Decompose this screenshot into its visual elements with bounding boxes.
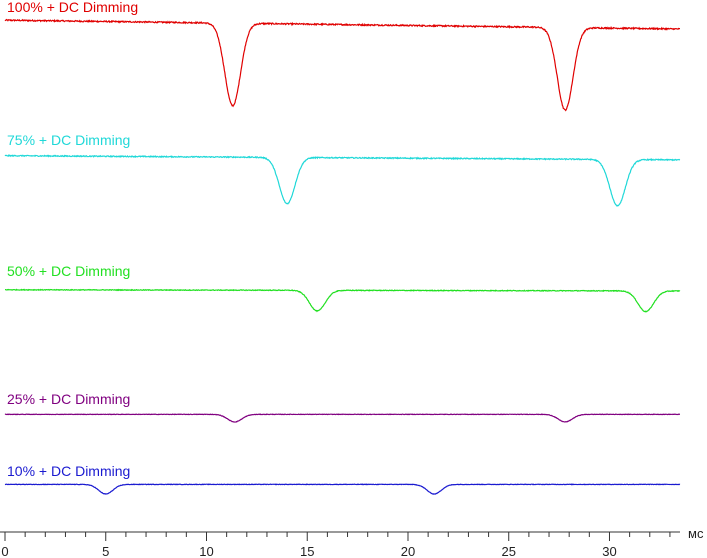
- series-line-5: [4, 483, 681, 495]
- series-labels-group: 100% + DC Dimming 75% + DC Dimming 50% + D…: [7, 0, 138, 479]
- x-tick-label: 0: [1, 544, 8, 558]
- series-label-4: 25% + DC Dimming: [7, 391, 130, 407]
- x-axis: 0 5 10 15 20 25 30 мс: [0, 526, 704, 558]
- x-tick-label: 30: [602, 544, 616, 558]
- x-tick-label: 20: [401, 544, 415, 558]
- x-tick-label: 15: [300, 544, 314, 558]
- x-axis-ticks: 0 5 10 15 20 25 30: [1, 532, 671, 558]
- x-tick-label: 10: [199, 544, 213, 558]
- series-line-4: [4, 413, 681, 423]
- x-tick-label: 25: [501, 544, 515, 558]
- traces-group: [4, 18, 681, 495]
- series-line-1: [4, 18, 681, 112]
- series-line-3: [4, 288, 681, 313]
- x-tick-label: 5: [102, 544, 109, 558]
- series-label-1: 100% + DC Dimming: [7, 0, 138, 15]
- series-label-2: 75% + DC Dimming: [7, 132, 130, 148]
- series-label-5: 10% + DC Dimming: [7, 463, 130, 479]
- series-label-3: 50% + DC Dimming: [7, 263, 130, 279]
- x-axis-unit-label: мс: [688, 526, 704, 541]
- series-line-2: [4, 154, 681, 207]
